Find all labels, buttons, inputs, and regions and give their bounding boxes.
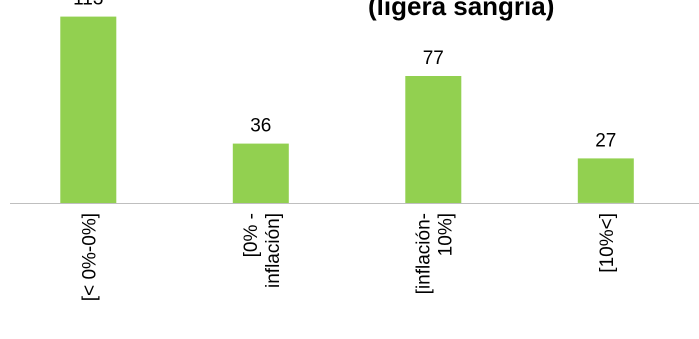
category-label-2-line-0: [inflación- (413, 213, 434, 294)
chart-title: (ligera sangría) (368, 0, 554, 21)
category-label-3-line-0: [10%<] (597, 213, 618, 273)
category-labels-group: [< 0%-0%] [0% - inflación] [inflación- 10%][… (79, 213, 618, 301)
category-label-1-line-1: inflación] (263, 213, 284, 288)
bar-3 (577, 158, 634, 203)
category-label-2: [inflación- 10%] (413, 213, 456, 294)
category-label-2-line-1: 10%] (435, 213, 456, 256)
bar-1 (232, 143, 289, 203)
category-label-1-line-0: [0% - (241, 213, 262, 257)
data-label-1: 36 (250, 116, 271, 137)
category-label-0-line-0: [< 0%-0%] (79, 213, 100, 301)
data-label-2: 77 (423, 48, 444, 69)
data-label-3: 27 (595, 130, 616, 151)
category-label-1: [0% - inflación] (241, 213, 284, 288)
category-label-0: [< 0%-0%] (79, 213, 100, 301)
bar-2 (405, 76, 462, 203)
bar-0 (60, 16, 117, 203)
bars-group (60, 16, 634, 203)
data-label-0: 113 (73, 0, 103, 10)
category-label-3: [10%<] (597, 213, 618, 273)
value-labels-group: 113 36 77 27 (73, 0, 616, 151)
